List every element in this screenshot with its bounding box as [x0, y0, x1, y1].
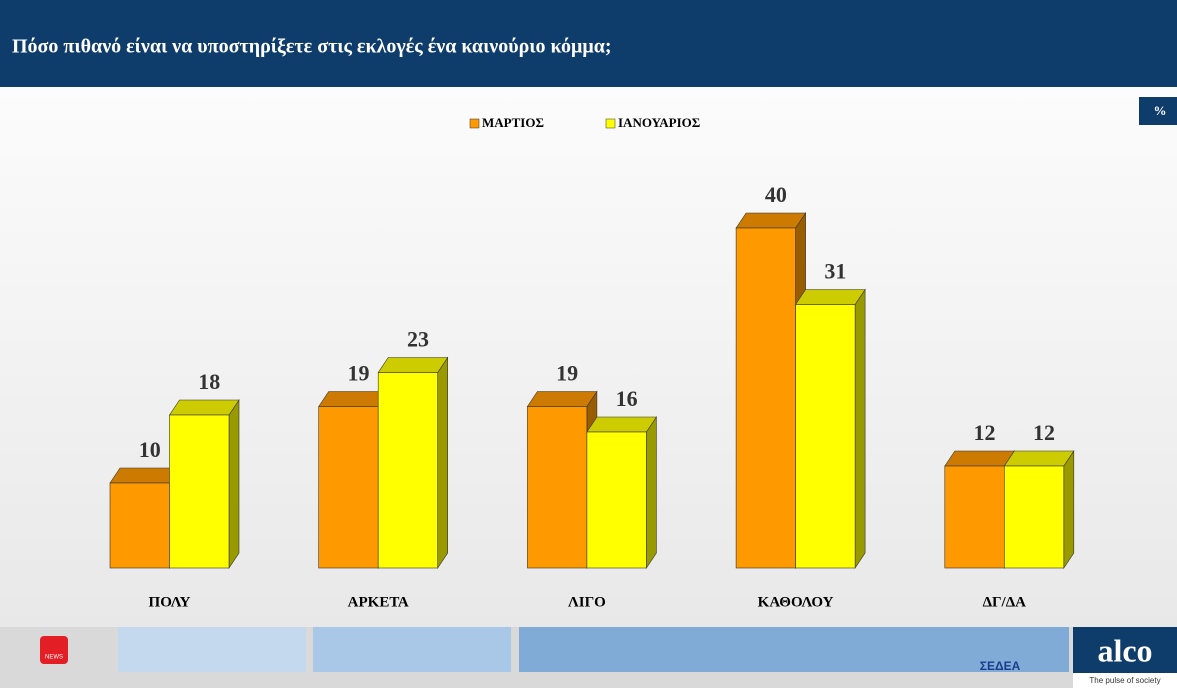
legend-label: ΜΑΡΤΙΟΣ: [482, 115, 544, 130]
bar: [527, 406, 588, 569]
legend-swatch: [469, 118, 480, 129]
data-label: 23: [407, 327, 429, 352]
bar-top: [526, 391, 598, 407]
data-label: 12: [1033, 420, 1055, 445]
bar: [169, 414, 230, 569]
data-label: 19: [347, 361, 369, 386]
bar-top: [1003, 450, 1075, 467]
data-label: 31: [824, 259, 846, 284]
bar-top: [168, 399, 240, 416]
bar-side: [437, 356, 449, 569]
bar: [109, 482, 170, 569]
bar-side: [854, 288, 866, 569]
footer: NEWS ΣΕΔΕΑ alco The pulse of society: [0, 627, 1177, 688]
data-label: 19: [556, 361, 578, 386]
bar: [795, 304, 856, 569]
bar-top: [377, 357, 449, 373]
data-label: 16: [616, 386, 638, 411]
unit-badge-text: %: [1154, 103, 1167, 118]
bar-top: [109, 467, 181, 484]
bar: [735, 227, 796, 569]
alco-tagline: The pulse of society: [1089, 676, 1160, 685]
bar: [586, 431, 647, 569]
data-label: 40: [765, 182, 787, 207]
x-tick-label: ΚΑΘΟΛΟΥ: [758, 594, 834, 610]
footer-block: [313, 627, 511, 672]
bar: [318, 406, 379, 569]
chart-title: Πόσο πιθανό είναι να υποστηρίξετε στις ε…: [12, 36, 612, 58]
alco-logo: alco: [1097, 632, 1152, 668]
bar-top: [318, 391, 389, 407]
header-bar: [0, 0, 1177, 87]
alco-tagline-bg: [1073, 673, 1177, 688]
x-tick-label: ΛΙΓΟ: [568, 594, 606, 610]
x-tick-label: ΔΓ/ΔΑ: [983, 594, 1027, 610]
data-label: 12: [974, 420, 996, 445]
news-logo-text: NEWS: [45, 655, 63, 661]
x-tick-label: ΠΟΛΥ: [149, 594, 191, 610]
bar: [1003, 465, 1065, 569]
legend-label: ΙΑΝΟΥΑΡΙΟΣ: [618, 115, 700, 130]
legend-swatch: [605, 118, 616, 129]
news-logo: [40, 636, 68, 664]
bar-top: [586, 416, 657, 433]
bar-side: [646, 416, 657, 569]
bar-side: [228, 399, 240, 569]
footer-block: [118, 627, 306, 672]
x-tick-label: ΑΡΚΕΤΑ: [348, 594, 409, 610]
bar-top: [795, 289, 866, 305]
bar: [377, 372, 439, 569]
unit-badge: [1139, 97, 1177, 125]
footer-block: [519, 627, 1069, 672]
bar-top: [944, 450, 1015, 467]
data-label: 18: [198, 369, 220, 394]
sedea-logo: ΣΕΔΕΑ: [980, 659, 1021, 673]
bar-side: [1063, 450, 1075, 569]
bar-top: [735, 212, 807, 229]
data-label: 10: [139, 437, 161, 462]
bar: [944, 465, 1005, 569]
